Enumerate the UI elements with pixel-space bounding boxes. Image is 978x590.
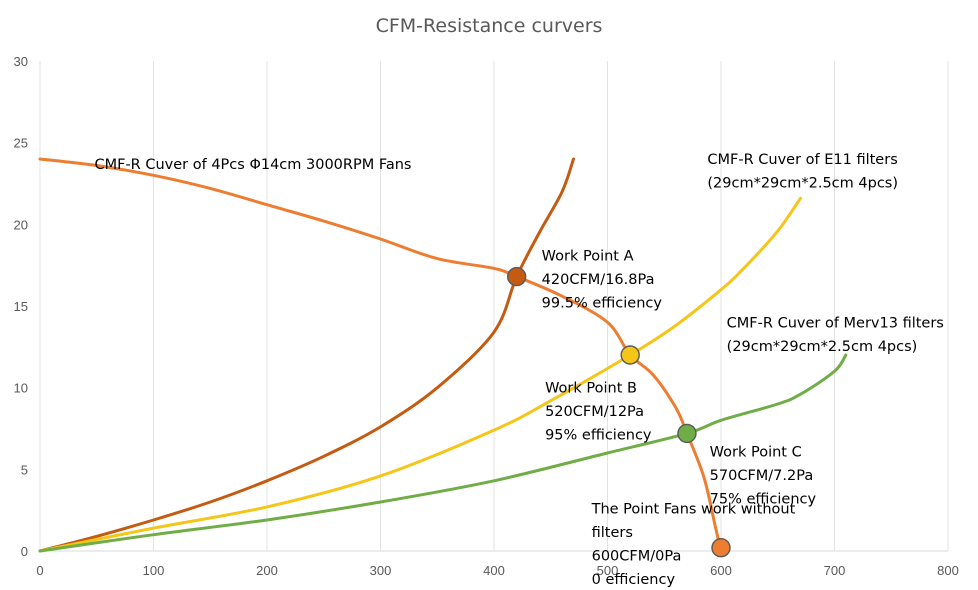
work-point-c-label-line: Work Point C <box>710 444 802 460</box>
e11-curve-label-line: CMF-R Cuver of E11 filters <box>707 152 897 168</box>
work-point-c-label: Work Point C 570CFM/7.2Pa 75% efficiency <box>710 444 817 507</box>
x-tick-label: 100 <box>143 563 165 578</box>
y-tick-label: 5 <box>21 462 28 477</box>
x-tick-label: 0 <box>36 563 43 578</box>
no-filter-label-line: The Point Fans work without <box>591 502 796 518</box>
series-group <box>38 157 848 553</box>
merv13-curve-label-line: (29cm*29cm*2.5cm 4pcs) <box>727 339 918 355</box>
no-filter-label-line: 600CFM/0Pa <box>592 549 682 565</box>
merv13-curve-label: CMF-R Cuver of Merv13 filters (29cm*29cm*… <box>727 315 944 355</box>
axis-ticks: 0 100 200 300 400 500 600 700 800 0 5 10 15 20 25 30 <box>14 54 959 578</box>
merv13-curve-line <box>38 353 848 553</box>
e11-curve-label-line: (29cm*29cm*2.5cm 4pcs) <box>707 176 898 192</box>
work-point-b-label-line: 95% efficiency <box>545 428 652 444</box>
work-point-b-label-line: 520CFM/12Pa <box>545 404 644 420</box>
x-tick-label: 600 <box>710 563 732 578</box>
y-tick-label: 25 <box>14 136 28 151</box>
annotations: CMF-R Cuver of 4Pcs Φ14cm 3000RPM Fans CM… <box>94 152 943 588</box>
fan-curve-label: CMF-R Cuver of 4Pcs Φ14cm 3000RPM Fans <box>94 157 411 173</box>
y-tick-label: 20 <box>14 217 28 232</box>
work-point-b-marker <box>620 345 640 365</box>
x-tick-label: 200 <box>256 563 278 578</box>
work-point-c-marker <box>677 423 697 444</box>
y-tick-label: 10 <box>14 381 28 396</box>
hepa-curve-line <box>38 157 575 553</box>
no-filter-label-line: filters <box>592 525 633 541</box>
work-point-b-label-line: Work Point B <box>545 381 637 397</box>
work-point-c-label-line: 570CFM/7.2Pa <box>710 468 814 484</box>
grid <box>39 61 949 552</box>
e11-curve-label: CMF-R Cuver of E11 filters (29cm*29cm*2.5… <box>707 152 898 192</box>
work-points-group <box>507 266 731 558</box>
work-point-a-label-line: 99.5% efficiency <box>542 295 663 311</box>
fan-curve-label-line: CMF-R Cuver of 4Pcs Φ14cm 3000RPM Fans <box>94 157 411 173</box>
chart-title: CFM-Resistance curvers <box>376 15 603 37</box>
merv13-curve-label-line: CMF-R Cuver of Merv13 filters <box>727 315 944 331</box>
x-tick-label: 800 <box>937 563 959 578</box>
x-tick-label: 400 <box>483 563 505 578</box>
work-point-a-label: Work Point A 420CFM/16.8Pa 99.5% efficienc… <box>542 248 663 311</box>
work-point-c-label-line: 75% efficiency <box>710 491 817 507</box>
no-filter-point-marker <box>711 538 731 558</box>
y-tick-label: 0 <box>21 544 28 559</box>
work-point-a-label-line: 420CFM/16.8Pa <box>542 272 655 288</box>
work-point-a-marker <box>507 266 527 287</box>
no-filter-label-line: 0 efficiency <box>592 572 676 588</box>
x-tick-label: 300 <box>370 563 392 578</box>
work-point-a-label-line: Work Point A <box>542 248 634 264</box>
x-tick-label: 700 <box>824 563 846 578</box>
no-filter-label: The Point Fans work without filters 600CFM… <box>591 502 796 589</box>
y-tick-label: 15 <box>14 299 28 314</box>
e11-curve-line <box>38 196 802 553</box>
work-point-b-label: Work Point B 520CFM/12Pa 95% efficiency <box>545 381 652 444</box>
y-tick-label: 30 <box>14 54 28 69</box>
x-tick-label: 500 <box>597 563 619 578</box>
